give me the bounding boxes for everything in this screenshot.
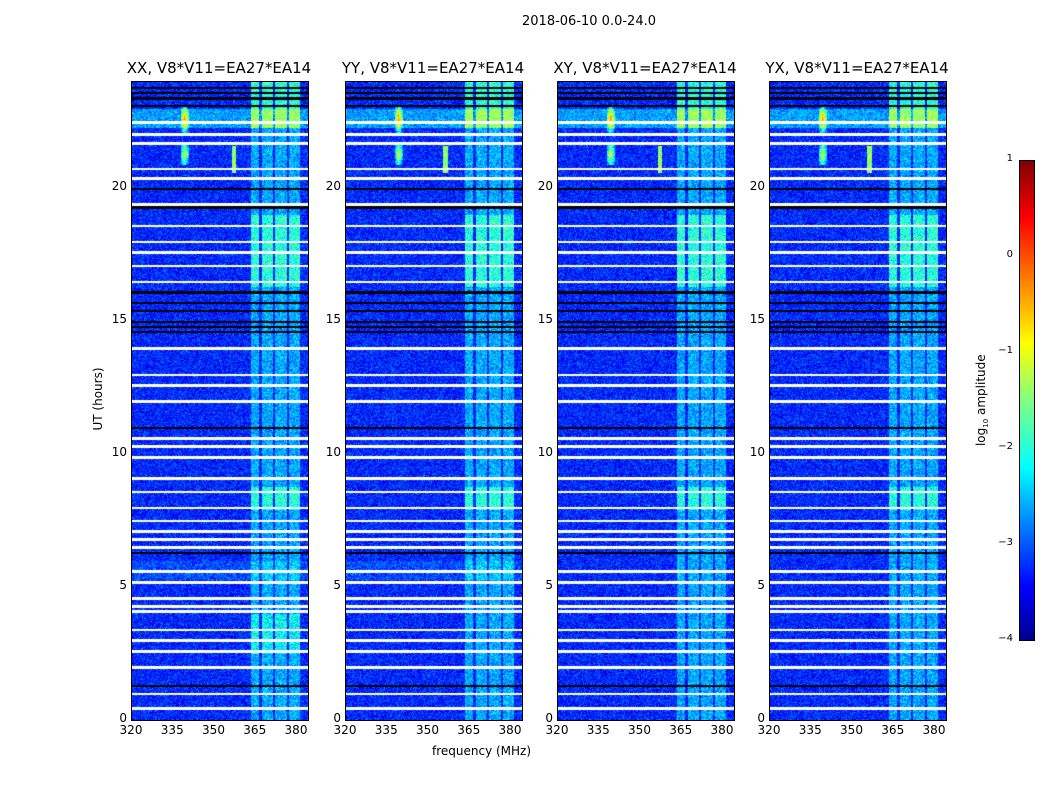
spectrogram-panel — [557, 81, 735, 721]
y-tick-label: 15 — [537, 312, 553, 327]
x-tick-label: 380 — [922, 723, 946, 737]
panel-title: XX, V8*V11=EA27*EA14 — [126, 59, 312, 77]
x-tick-label: 320 — [545, 723, 569, 737]
panel-title: YY, V8*V11=EA27*EA14 — [341, 59, 525, 77]
x-tick-label: 335 — [374, 723, 398, 737]
x-tick-label: 350 — [416, 723, 439, 737]
y-tick-label: 10 — [111, 445, 127, 460]
colorbar-tick-label: −1 — [998, 345, 1013, 356]
x-tick-label: 320 — [757, 723, 781, 737]
x-tick-label: 335 — [798, 723, 822, 737]
figure-title: 2018-06-10 0.0-24.0 — [522, 14, 656, 29]
y-tick-label: 0 — [119, 711, 127, 725]
y-tick-label: 10 — [325, 445, 341, 460]
x-tick-label: 365 — [243, 723, 267, 737]
y-tick-label: 20 — [111, 179, 127, 194]
y-tick-label: 20 — [749, 179, 765, 194]
y-tick-label: 10 — [749, 445, 765, 460]
y-tick-label: 0 — [757, 711, 765, 725]
x-tick-label: 320 — [119, 723, 143, 737]
x-tick-label: 350 — [840, 723, 863, 737]
y-tick-label: 0 — [545, 711, 553, 725]
colorbar — [1019, 160, 1035, 641]
y-tick-label: 15 — [749, 312, 765, 327]
y-tick-label: 20 — [325, 179, 341, 194]
y-tick-label: 5 — [545, 578, 553, 593]
y-tick-label: 15 — [111, 312, 127, 327]
colorbar-tick-label: 0 — [1006, 249, 1013, 260]
panel-title: YX, V8*V11=EA27*EA14 — [765, 59, 949, 77]
y-tick-label: 20 — [537, 179, 553, 194]
y-tick-label: 0 — [333, 711, 341, 725]
x-tick-label: 365 — [881, 723, 905, 737]
x-tick-label: 350 — [628, 723, 651, 737]
x-axis-label: frequency (MHz) — [432, 744, 532, 758]
x-tick-label: 320 — [333, 723, 357, 737]
spectrogram-panel — [345, 81, 523, 721]
x-tick-label: 335 — [586, 723, 610, 737]
x-tick-label: 350 — [202, 723, 225, 737]
x-tick-label: 365 — [669, 723, 693, 737]
y-tick-label: 15 — [325, 312, 341, 327]
colorbar-tick-label: 1 — [1006, 153, 1013, 164]
spectrogram-panel — [131, 81, 309, 721]
colorbar-tick-label: −4 — [998, 633, 1013, 644]
x-tick-label: 335 — [160, 723, 184, 737]
colorbar-tick-label: −3 — [998, 537, 1013, 548]
spectrogram-panel — [769, 81, 947, 721]
x-tick-label: 365 — [457, 723, 481, 737]
y-tick-label: 5 — [757, 578, 765, 593]
x-tick-label: 380 — [284, 723, 308, 737]
x-tick-label: 380 — [710, 723, 734, 737]
colorbar-tick-label: −2 — [998, 441, 1013, 452]
x-tick-label: 380 — [498, 723, 522, 737]
panel-title: XY, V8*V11=EA27*EA14 — [553, 59, 737, 77]
y-tick-label: 5 — [119, 578, 127, 593]
y-axis-label: UT (hours) — [91, 367, 105, 431]
y-tick-label: 5 — [333, 578, 341, 593]
y-tick-label: 10 — [537, 445, 553, 460]
